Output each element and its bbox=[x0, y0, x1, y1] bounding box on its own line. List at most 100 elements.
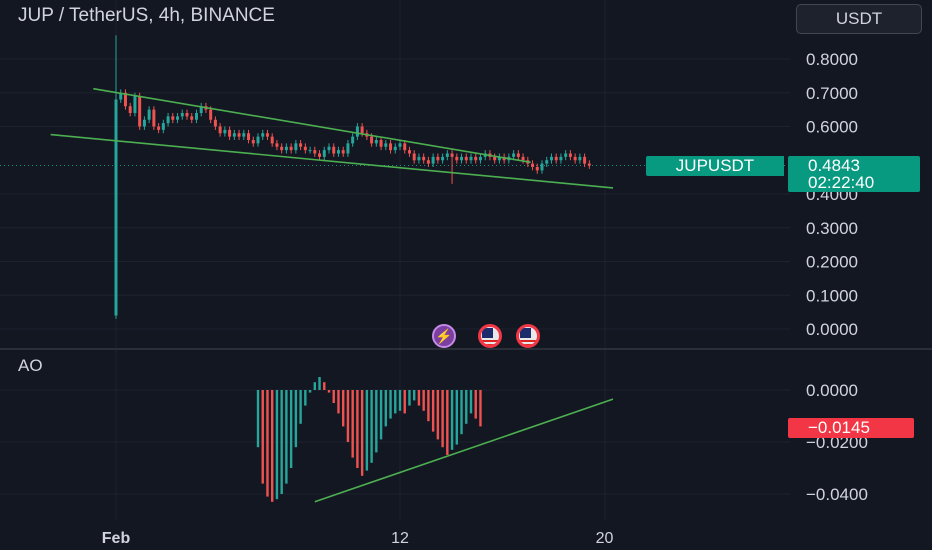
candle bbox=[554, 156, 558, 161]
candle bbox=[280, 146, 284, 151]
candle bbox=[308, 150, 312, 152]
candle bbox=[573, 156, 577, 161]
candle bbox=[247, 133, 251, 140]
ao-bar bbox=[332, 390, 335, 403]
ao-bar bbox=[289, 390, 293, 468]
candle bbox=[450, 153, 454, 157]
ao-bar bbox=[446, 390, 449, 455]
candle bbox=[322, 150, 326, 157]
y-axis-tick-label: 0.8000 bbox=[806, 50, 858, 69]
candle bbox=[336, 150, 340, 154]
ao-bar bbox=[356, 390, 359, 468]
ao-bar bbox=[427, 390, 430, 422]
ao-bar bbox=[413, 390, 416, 401]
ao-bar bbox=[294, 390, 298, 448]
ao-bar bbox=[465, 390, 468, 424]
candle bbox=[417, 156, 421, 161]
candle bbox=[213, 119, 217, 127]
trendline bbox=[93, 87, 531, 164]
candle bbox=[436, 156, 440, 161]
ao-bar bbox=[365, 390, 369, 471]
ao-bar bbox=[384, 390, 387, 427]
candle bbox=[370, 136, 374, 144]
candle bbox=[261, 133, 265, 137]
y-axis-tick-label: 0.3000 bbox=[806, 219, 858, 238]
ao-bar bbox=[460, 390, 463, 435]
ao-bar bbox=[323, 382, 326, 390]
candle bbox=[445, 153, 449, 157]
ao-bar bbox=[370, 390, 373, 463]
ao-bar bbox=[351, 390, 354, 458]
candle bbox=[237, 133, 241, 137]
candle bbox=[284, 146, 288, 151]
last-price-value: 0.4843 bbox=[808, 156, 860, 175]
ao-bar bbox=[360, 390, 364, 476]
candle bbox=[157, 126, 161, 130]
candle bbox=[478, 156, 482, 161]
ao-bar bbox=[256, 390, 260, 448]
ao-bar bbox=[455, 390, 458, 445]
candle bbox=[123, 92, 127, 107]
candle bbox=[379, 140, 383, 147]
ao-trendline bbox=[314, 398, 614, 503]
candle bbox=[142, 119, 146, 127]
ao-bar bbox=[285, 390, 288, 484]
candle bbox=[327, 146, 331, 151]
ao-bar bbox=[337, 390, 340, 414]
candle bbox=[199, 106, 203, 113]
ao-bar bbox=[308, 390, 312, 393]
candle bbox=[374, 140, 378, 144]
candle bbox=[426, 160, 430, 164]
ao-axis-tick-label: 0.0000 bbox=[806, 381, 858, 400]
candle bbox=[161, 123, 165, 130]
candle bbox=[422, 156, 426, 161]
candle bbox=[559, 156, 563, 161]
lightning-icon[interactable]: ⚡ bbox=[432, 324, 456, 348]
candle bbox=[251, 140, 255, 144]
ao-bar bbox=[299, 390, 302, 424]
candle bbox=[318, 153, 322, 157]
ao-bar bbox=[318, 377, 321, 390]
ao-bar bbox=[342, 390, 345, 427]
candle bbox=[403, 143, 407, 151]
candle bbox=[128, 106, 132, 113]
ao-bar bbox=[280, 390, 283, 494]
candle bbox=[493, 156, 497, 161]
candle bbox=[360, 126, 364, 134]
candle bbox=[270, 136, 274, 144]
candle bbox=[583, 156, 587, 164]
symbol-price-label: JUPUSDT bbox=[646, 156, 784, 176]
candle bbox=[152, 109, 156, 127]
trendline bbox=[50, 133, 614, 189]
candle bbox=[578, 156, 582, 161]
ao-bar bbox=[271, 390, 274, 502]
ao-bar bbox=[275, 390, 279, 500]
indicator-name: AO bbox=[18, 356, 43, 375]
currency-selector-button[interactable]: USDT bbox=[796, 4, 922, 34]
ao-bar bbox=[346, 390, 350, 442]
y-axis-tick-label: 0.6000 bbox=[806, 118, 858, 137]
candle bbox=[242, 133, 246, 137]
candle bbox=[587, 163, 591, 166]
ao-bar bbox=[422, 390, 425, 411]
ao-bar bbox=[403, 390, 406, 414]
candle bbox=[180, 113, 184, 117]
x-axis-tick-label: Feb bbox=[102, 530, 131, 547]
ao-bar bbox=[431, 390, 435, 432]
ao-bar bbox=[379, 390, 383, 440]
us-flag-icon[interactable] bbox=[516, 324, 540, 348]
x-axis-tick-label: 20 bbox=[596, 530, 614, 547]
candle bbox=[431, 156, 435, 164]
ao-bar bbox=[436, 390, 440, 440]
candle bbox=[531, 163, 535, 167]
candle bbox=[114, 99, 118, 316]
ao-bar bbox=[417, 390, 421, 406]
candle bbox=[119, 92, 123, 100]
candle bbox=[540, 163, 544, 171]
candle bbox=[313, 150, 317, 154]
candle bbox=[256, 136, 260, 144]
us-flag-icon[interactable] bbox=[478, 324, 502, 348]
candle bbox=[474, 156, 478, 161]
candle bbox=[497, 156, 501, 161]
